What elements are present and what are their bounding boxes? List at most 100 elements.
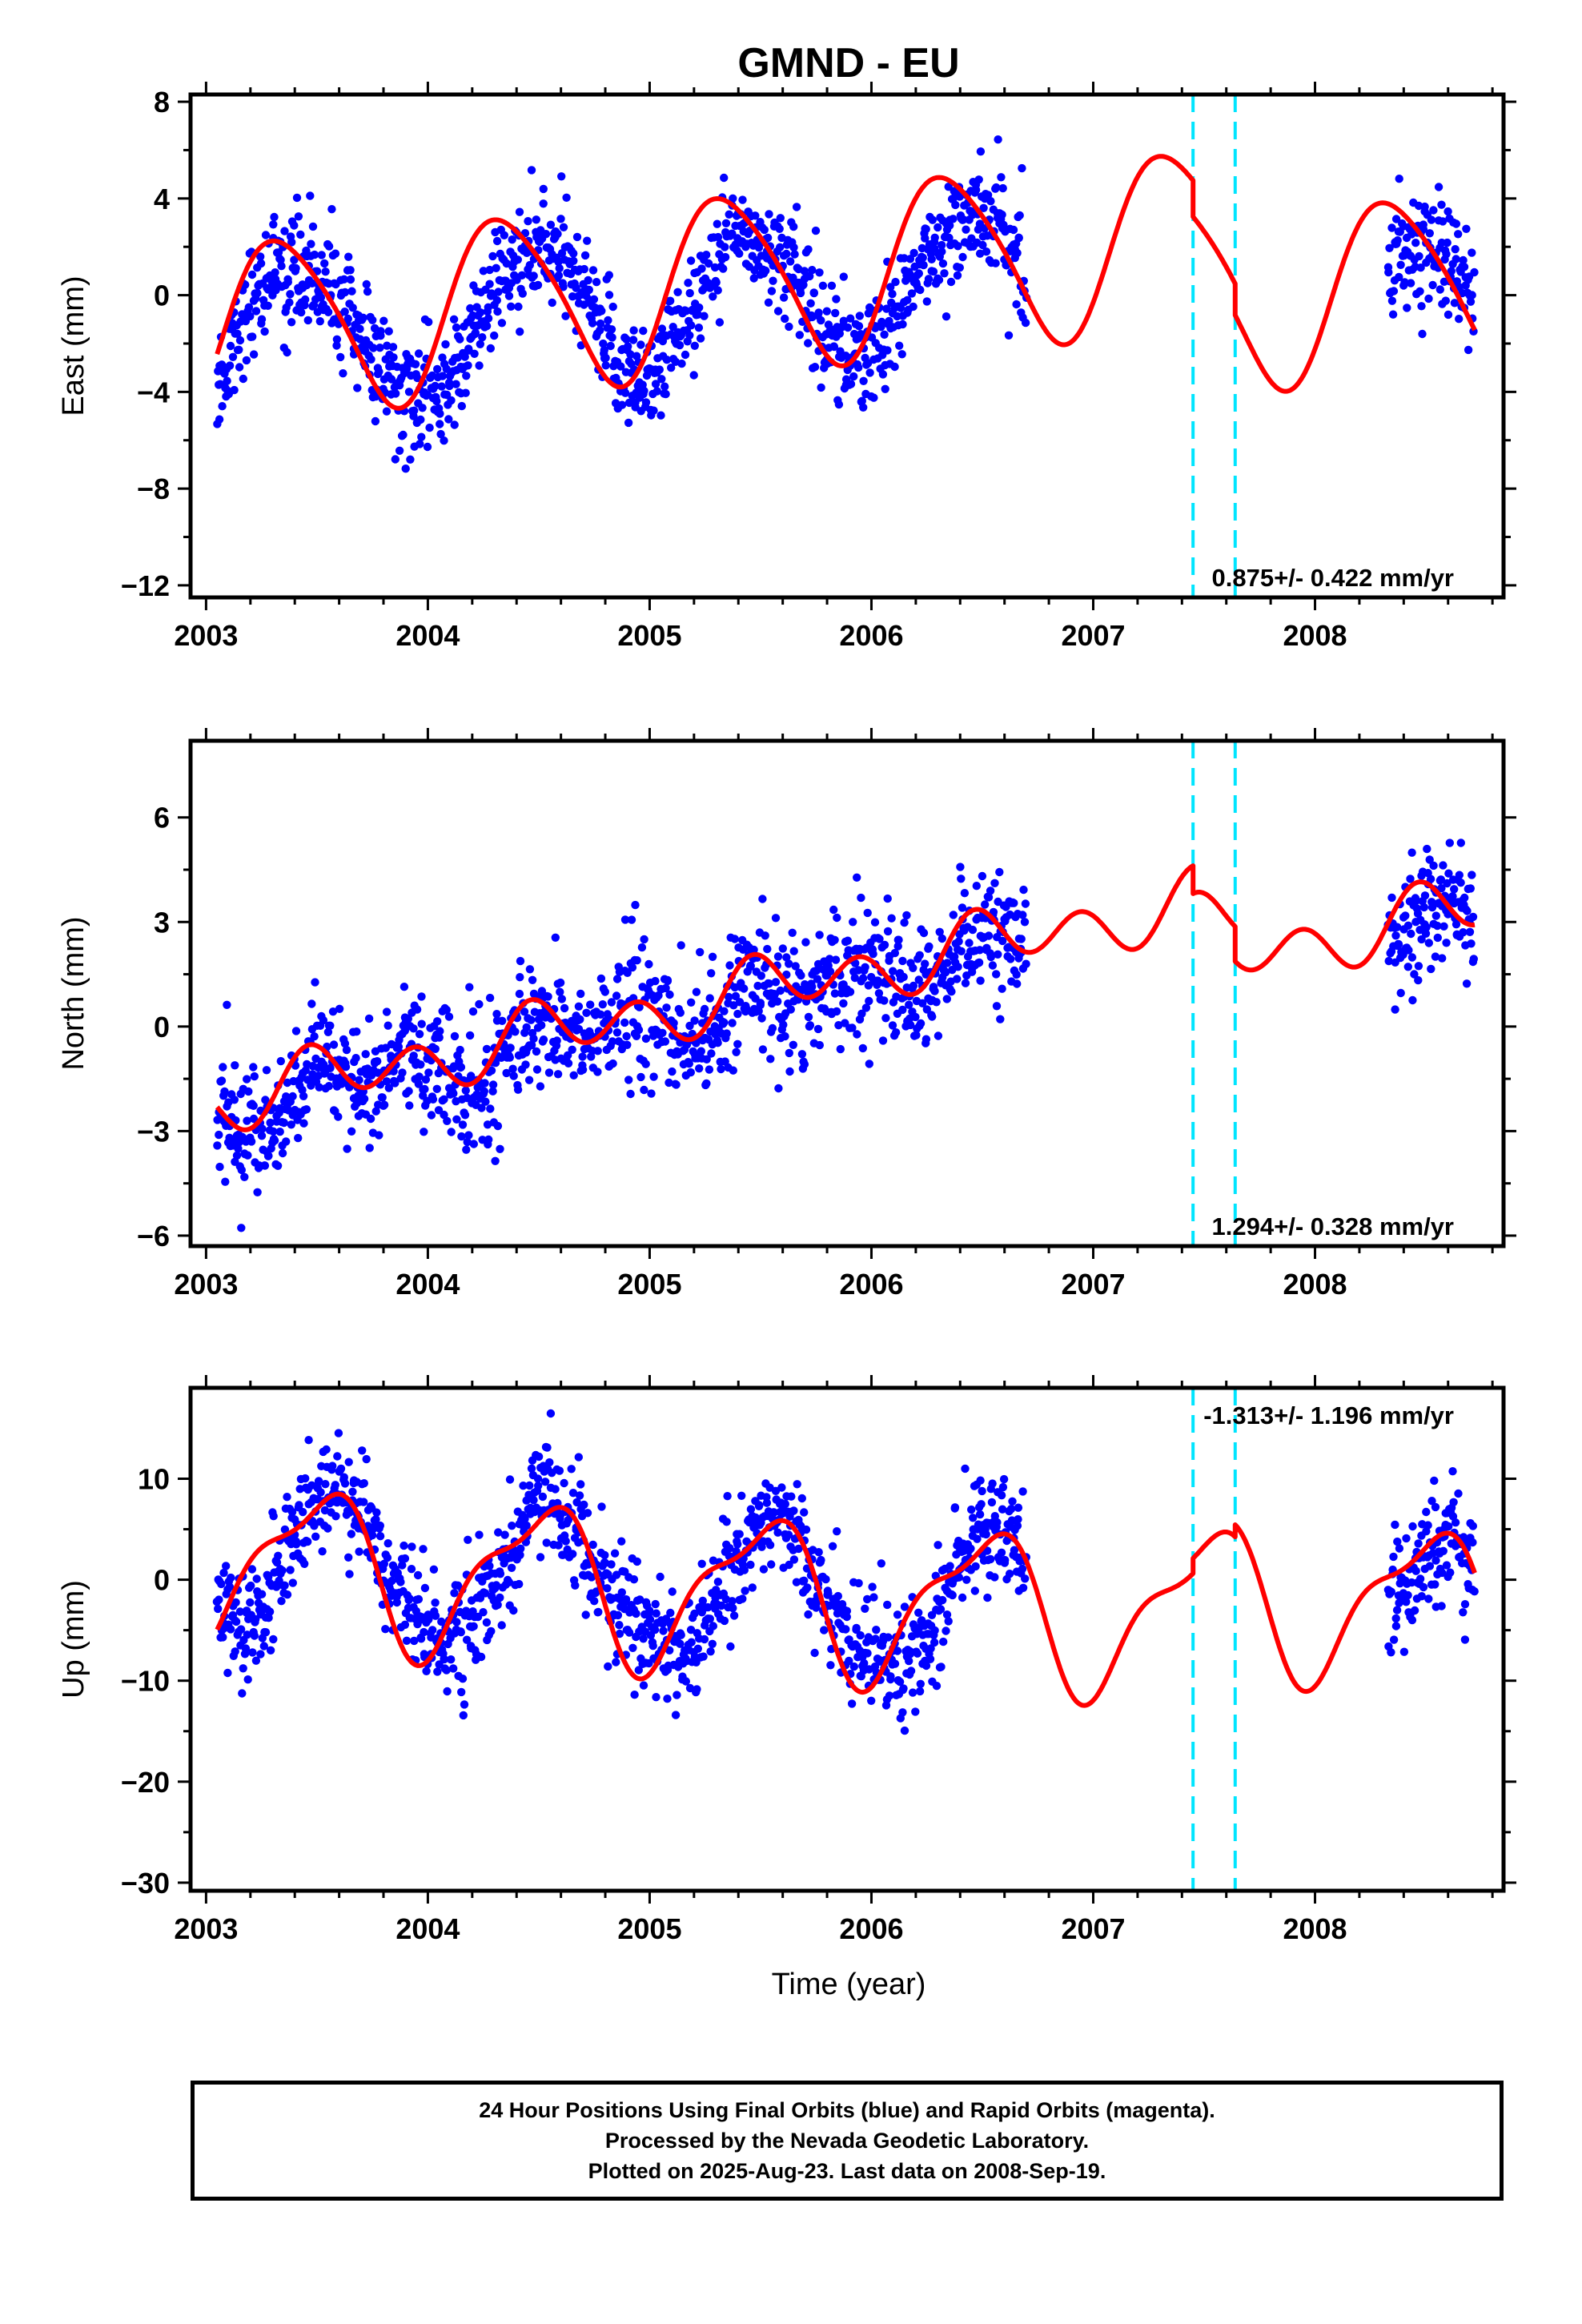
data-point [1018, 1564, 1027, 1574]
data-point [908, 1688, 917, 1697]
data-point [269, 1512, 278, 1521]
data-point [785, 322, 793, 332]
data-point [323, 1524, 332, 1533]
data-point [556, 987, 564, 996]
data-point [496, 1593, 504, 1602]
data-point [746, 1505, 756, 1514]
data-point [324, 242, 334, 251]
data-point [1392, 1606, 1402, 1614]
data-point [690, 1609, 699, 1618]
data-point [326, 1063, 335, 1073]
data-point [516, 973, 524, 982]
data-point [697, 1047, 705, 1055]
data-point [580, 251, 590, 260]
data-point [559, 223, 568, 231]
data-point [961, 979, 970, 987]
data-point [1422, 923, 1431, 932]
data-point [251, 1614, 260, 1624]
data-point [668, 1067, 677, 1076]
data-point [778, 944, 787, 953]
data-point [508, 235, 516, 244]
data-point [914, 1608, 923, 1618]
up-panel: 2003 2004 2005 2006 2007 2008 10 0 −10 −20 −30 Up (… [57, 1375, 1516, 1945]
data-point [537, 1021, 546, 1030]
x-tick-label: 2007 [1061, 1912, 1125, 1945]
data-point [898, 1708, 907, 1717]
data-point [540, 1478, 550, 1486]
data-point [375, 1521, 384, 1530]
data-point [507, 1563, 516, 1573]
data-point [416, 1060, 425, 1069]
model-curve [215, 863, 1476, 1132]
data-point [520, 1514, 529, 1523]
data-point [1424, 294, 1433, 304]
data-point [1020, 918, 1030, 927]
data-point [524, 1076, 534, 1084]
data-point [440, 436, 448, 445]
data-point [1444, 869, 1453, 878]
data-point [532, 215, 540, 224]
data-point [347, 1530, 355, 1538]
data-point [476, 340, 484, 348]
data-point [541, 230, 551, 239]
data-point [949, 215, 958, 223]
data-point [687, 1638, 696, 1647]
data-point [686, 1626, 696, 1634]
data-point [223, 1668, 232, 1678]
data-point [576, 1480, 585, 1489]
data-point [869, 1593, 878, 1602]
data-point [921, 959, 930, 968]
data-point [789, 243, 798, 252]
data-point [777, 1483, 786, 1492]
data-point [634, 1666, 643, 1675]
data-point [492, 236, 502, 246]
data-point [400, 1554, 410, 1563]
data-point [863, 1594, 872, 1604]
data-point [527, 1464, 536, 1474]
data-point [520, 1007, 529, 1016]
x-tick-label: 2008 [1283, 1268, 1347, 1301]
data-point [971, 185, 981, 195]
data-point [771, 978, 781, 987]
data-point [450, 420, 459, 429]
data-point [263, 301, 272, 310]
data-point [636, 1595, 644, 1604]
data-point [323, 1027, 333, 1037]
data-point [546, 1409, 556, 1418]
data-point [375, 367, 383, 376]
data-point [902, 911, 911, 920]
data-point [243, 1675, 252, 1684]
data-point [420, 1583, 430, 1593]
data-point [569, 256, 578, 265]
data-point [708, 1639, 717, 1648]
data-point [436, 420, 444, 428]
data-point [383, 1539, 392, 1548]
data-point [258, 1124, 267, 1133]
y-tick-label: 8 [154, 86, 170, 119]
data-point [888, 289, 897, 299]
data-point [494, 1528, 503, 1537]
data-point [449, 1089, 458, 1098]
data-point [934, 1541, 942, 1550]
data-point [320, 259, 329, 268]
data-point [239, 374, 247, 384]
data-point [607, 998, 616, 1007]
data-point [693, 1644, 702, 1653]
data-point [534, 1452, 544, 1462]
data-point [1468, 912, 1478, 922]
y-tick-label: 3 [154, 906, 170, 939]
data-point [733, 1039, 742, 1049]
data-point [227, 1573, 235, 1582]
data-point [307, 279, 316, 287]
data-point [329, 1040, 339, 1049]
data-point [248, 332, 257, 341]
data-point [881, 384, 889, 393]
data-point [928, 215, 938, 224]
footer-line-1: 24 Hour Positions Using Final Orbits (bl… [479, 2098, 1215, 2122]
data-point [642, 371, 652, 380]
data-point [1446, 1568, 1455, 1577]
data-point [344, 1553, 353, 1562]
data-point [973, 1534, 982, 1543]
data-point [226, 341, 235, 351]
